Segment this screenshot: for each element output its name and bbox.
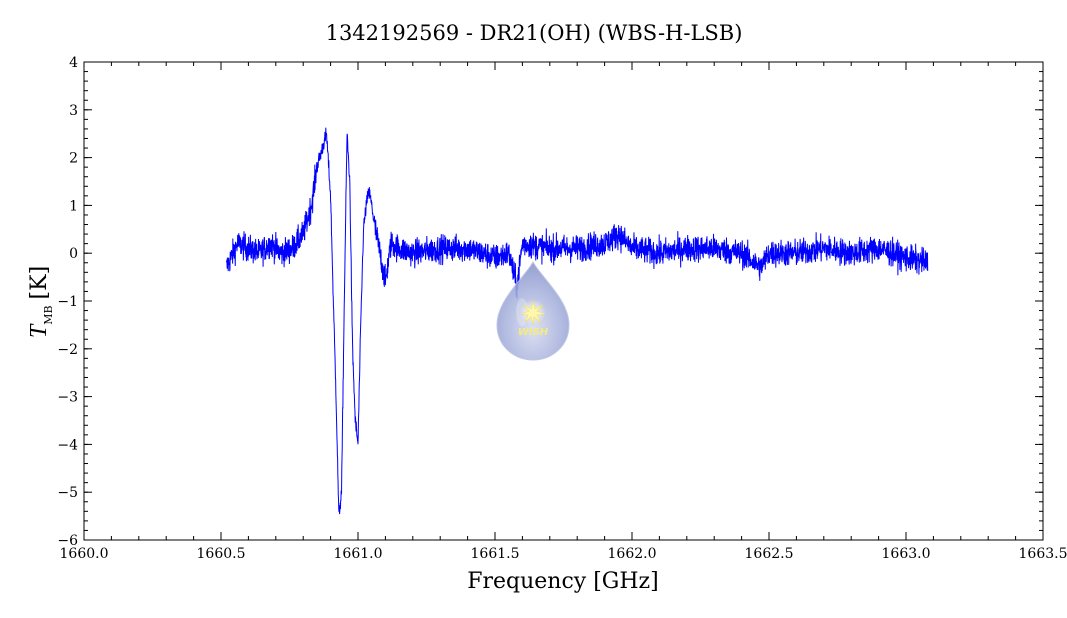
x-tick-label: 1660.0 [60, 546, 109, 562]
x-tick-label: 1663.0 [882, 546, 931, 562]
x-tick-labels: 1660.0 1660.5 1661.0 1661.5 1662.0 1662.5 1663… [60, 546, 1067, 562]
y-tick-label: 4 [69, 55, 78, 71]
x-tick-label: 1660.5 [197, 546, 246, 562]
y-tick-label: 1 [69, 198, 78, 214]
x-tick-label: 1661.5 [471, 546, 520, 562]
y-axis-label: TMB [K] [26, 266, 55, 338]
y-tick-label: 0 [69, 246, 78, 262]
y-tick-label: 2 [69, 151, 78, 167]
axis-ticks [83, 61, 1044, 541]
x-tick-label: 1663.5 [1019, 546, 1067, 562]
y-tick-label: −5 [57, 485, 78, 501]
chart-title: 1342192569 - DR21(OH) (WBS-H-LSB) [326, 21, 743, 45]
series-layer [225, 127, 929, 515]
y-tick-label: −1 [57, 294, 78, 310]
y-tick-labels: 4 3 2 1 0 −1 −2 −3 −4 −5 −6 [57, 55, 78, 549]
y-tick-label: −4 [57, 437, 78, 453]
wish-logo: WISH [496, 260, 570, 361]
y-axis-label-unit: [K] [27, 266, 52, 300]
y-tick-label: −2 [57, 342, 78, 358]
y-tick-label: 3 [69, 103, 78, 119]
svg-text:TMB[K]: TMB [K] [26, 266, 55, 338]
x-tick-label: 1662.0 [608, 546, 657, 562]
wish-logo-text: WISH [518, 327, 549, 338]
spectrum-line [225, 127, 929, 515]
plot-frame [83, 61, 1044, 541]
y-tick-label: −6 [57, 533, 78, 549]
y-axis-label-subscript: MB [42, 305, 55, 324]
x-tick-label: 1662.5 [745, 546, 794, 562]
x-axis-label: Frequency [GHz] [467, 569, 659, 594]
star-icon [520, 300, 546, 326]
y-axis-label-symbol: T [26, 323, 52, 338]
y-tick-label: −3 [57, 390, 78, 406]
x-tick-label: 1661.0 [334, 546, 383, 562]
